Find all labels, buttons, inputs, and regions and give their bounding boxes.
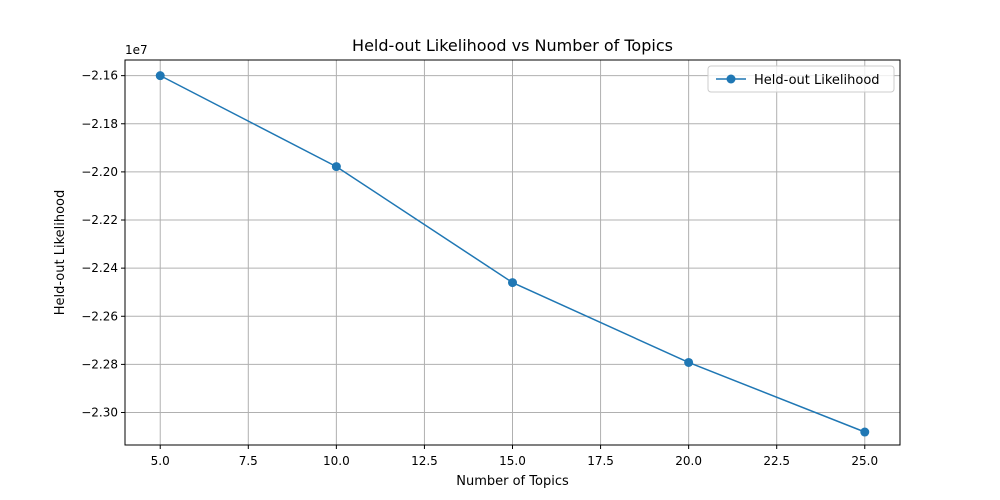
y-axis-offset-text: 1e7 bbox=[125, 43, 148, 57]
y-tick-label: −2.26 bbox=[81, 309, 118, 323]
y-tick-label: −2.24 bbox=[81, 261, 118, 275]
legend: Held-out Likelihood bbox=[707, 65, 895, 93]
data-point bbox=[684, 357, 694, 367]
legend-marker-sample bbox=[726, 74, 736, 84]
y-tick-label: −2.18 bbox=[81, 117, 118, 131]
y-tick-label: −2.20 bbox=[81, 165, 118, 179]
x-axis-label: Number of Topics bbox=[456, 474, 569, 489]
x-tick-label: 5.0 bbox=[151, 454, 170, 468]
y-tick-label: −2.30 bbox=[81, 406, 118, 420]
x-tick-label: 25.0 bbox=[851, 454, 878, 468]
y-axis-label: Held-out Likelihood bbox=[53, 190, 68, 316]
data-point bbox=[508, 278, 517, 288]
legend-label: Held-out Likelihood bbox=[754, 73, 880, 88]
x-tick-label: 20.0 bbox=[675, 454, 702, 468]
legend-box bbox=[707, 65, 895, 93]
chart-title: Held-out Likelihood vs Number of Topics bbox=[352, 36, 673, 55]
y-tick-label: −2.16 bbox=[81, 69, 118, 83]
x-tick-label: 17.5 bbox=[587, 454, 614, 468]
x-tick-label: 7.5 bbox=[239, 454, 258, 468]
x-tick-label: 10.0 bbox=[323, 454, 350, 468]
ticks: 5.0 7.5 10.0 12.5 15.0 17.5 20.0 22.5 25.0 −2.16 −… bbox=[81, 69, 878, 468]
data-point bbox=[331, 162, 341, 172]
data-point bbox=[860, 427, 870, 437]
series-layer bbox=[155, 71, 870, 437]
x-tick-label: 22.5 bbox=[763, 454, 790, 468]
y-tick-label: −2.22 bbox=[81, 213, 118, 227]
x-tick-label: 12.5 bbox=[411, 454, 438, 468]
data-point bbox=[155, 71, 165, 81]
x-tick-label: 15.0 bbox=[499, 454, 526, 468]
y-tick-label: −2.28 bbox=[81, 357, 118, 371]
